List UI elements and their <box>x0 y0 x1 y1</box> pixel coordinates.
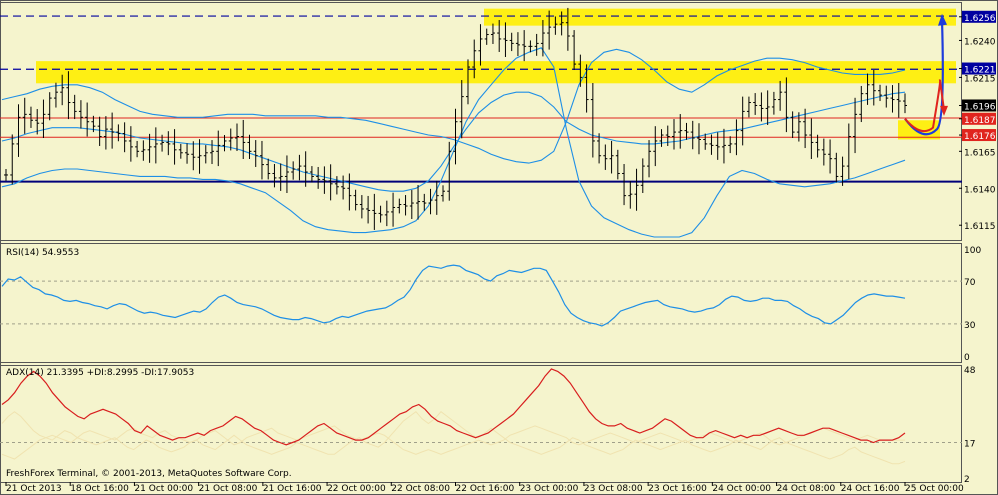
blue-projection-arrowhead <box>938 13 947 26</box>
time-label: 21 Oct 2013 <box>6 484 62 494</box>
price-label: 1.6240 <box>964 37 996 47</box>
rsi-panel-frame <box>0 243 962 363</box>
time-axis: 21 Oct 2013 18 Oct 16:00 21 Oct 00:00 21 Oc… <box>5 482 964 494</box>
adx-axis-label: 2 <box>964 475 970 485</box>
price-label: 1.6165 <box>964 148 996 158</box>
time-label: 23 Oct 16:00 <box>648 484 707 494</box>
bollinger-middle-line <box>1 91 906 192</box>
time-label: 18 Oct 16:00 <box>70 484 129 494</box>
time-label: 21 Oct 00:00 <box>134 484 193 494</box>
price-label: 1.6256 <box>964 14 996 24</box>
rsi-axis-label: 0 <box>964 353 970 363</box>
price-tag-bg <box>962 62 996 75</box>
terminal-copyright: FreshForex Terminal, © 2001-2013, MetaQu… <box>6 469 292 479</box>
price-highlight-zones <box>36 8 956 140</box>
price-levels <box>0 15 962 183</box>
price-tag-bg <box>962 99 996 112</box>
adx-axis-label: 17 <box>964 439 975 449</box>
price-label: 1.6115 <box>964 222 996 232</box>
time-label: 24 Oct 00:00 <box>712 484 771 494</box>
yellow-zone <box>484 8 956 26</box>
price-tag-bg <box>962 10 996 23</box>
adx-axis-label: 48 <box>964 366 976 376</box>
blue-projection-path <box>904 19 944 136</box>
price-label: 1.6221 <box>964 66 996 76</box>
price-label: 1.6215 <box>964 74 996 84</box>
time-label: 21 Oct 16:00 <box>263 484 322 494</box>
rsi-axis-label: 100 <box>964 246 981 256</box>
time-label: 22 Oct 00:00 <box>327 484 386 494</box>
bollinger-upper-line <box>1 48 906 164</box>
price-candles <box>4 7 907 230</box>
price-label: 1.6176 <box>964 132 996 142</box>
adx-legend: ADX(14) 21.3395 +DI:8.2995 -DI:17.9053 <box>6 368 194 378</box>
rsi-line <box>1 264 906 327</box>
rsi-panel: 100 70 30 0 <box>0 246 981 363</box>
adx-panel-frame <box>0 365 962 483</box>
time-label: 24 Oct 08:00 <box>777 484 836 494</box>
price-label: 1.6140 <box>964 185 996 195</box>
time-label: 25 Oct 00:00 <box>905 484 964 494</box>
time-label: 23 Oct 08:00 <box>584 484 643 494</box>
rsi-axis-label: 70 <box>964 278 976 288</box>
rsi-axis-label: 30 <box>964 321 976 331</box>
adx-panel: 48 17 2 <box>0 366 976 485</box>
time-label: 23 Oct 00:00 <box>520 484 579 494</box>
price-panel-frame <box>0 2 962 241</box>
time-label: 24 Oct 16:00 <box>841 484 900 494</box>
red-projection-arrowhead <box>940 105 948 116</box>
price-tag-bg <box>962 129 996 142</box>
red-projection-path <box>904 79 945 133</box>
price-tag-bg <box>962 112 996 125</box>
rsi-legend: RSI(14) 54.9553 <box>6 248 79 258</box>
time-label: 21 Oct 08:00 <box>199 484 258 494</box>
projection-arrows <box>904 13 948 136</box>
adx-line <box>1 368 906 446</box>
yellow-zone <box>36 61 956 84</box>
time-label: 22 Oct 16:00 <box>456 484 515 494</box>
time-label: 22 Oct 08:00 <box>391 484 450 494</box>
plus-di-line <box>1 411 906 465</box>
price-label: 1.6196 <box>964 102 996 112</box>
price-label: 1.6187 <box>964 116 996 126</box>
